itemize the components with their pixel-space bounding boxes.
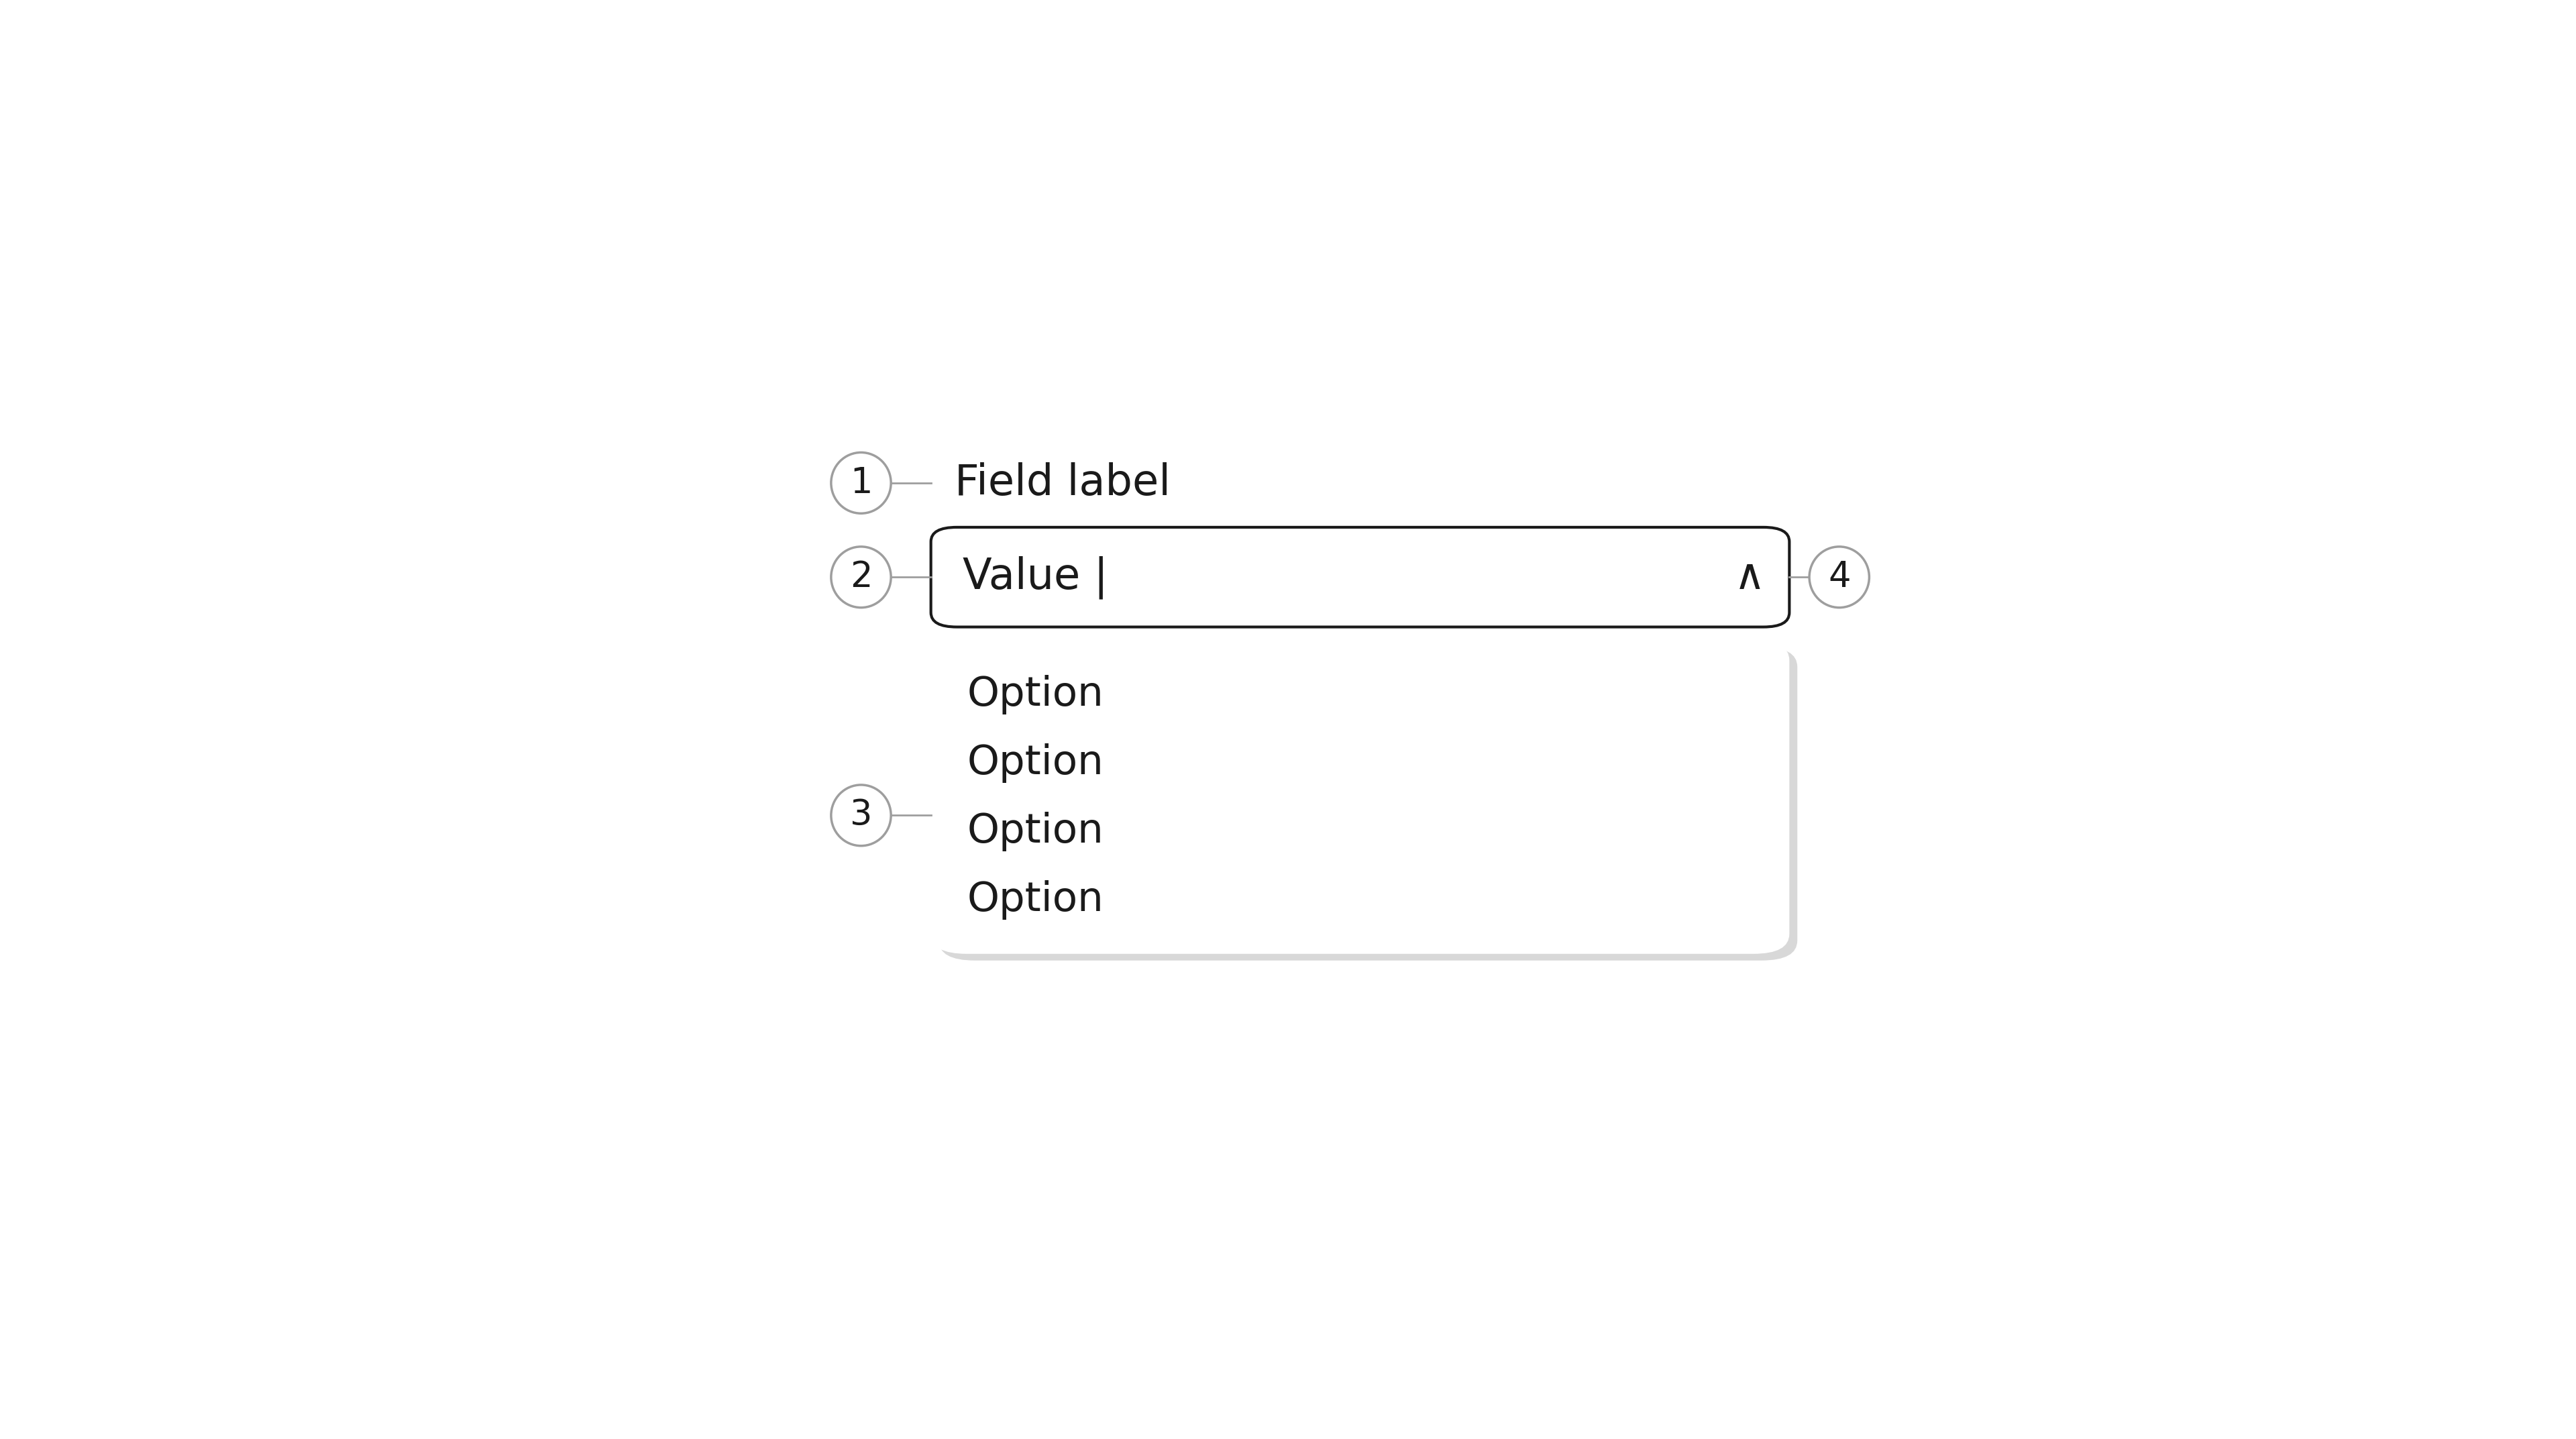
Text: Option: Option [966, 812, 1103, 850]
Text: Value |: Value | [963, 555, 1108, 599]
Ellipse shape [832, 452, 891, 514]
Text: Option: Option [966, 879, 1103, 920]
FancyBboxPatch shape [930, 527, 1790, 627]
FancyBboxPatch shape [938, 648, 1798, 960]
Ellipse shape [832, 784, 891, 846]
Text: 4: 4 [1829, 560, 1850, 594]
Text: 2: 2 [850, 560, 873, 594]
Text: 1: 1 [850, 465, 873, 501]
Text: Option: Option [966, 675, 1103, 714]
Text: 3: 3 [850, 797, 873, 833]
Text: ∧: ∧ [1734, 557, 1765, 599]
Ellipse shape [1808, 547, 1870, 607]
Text: Option: Option [966, 743, 1103, 783]
FancyBboxPatch shape [930, 640, 1790, 954]
Ellipse shape [832, 547, 891, 607]
Text: Field label: Field label [956, 462, 1172, 504]
